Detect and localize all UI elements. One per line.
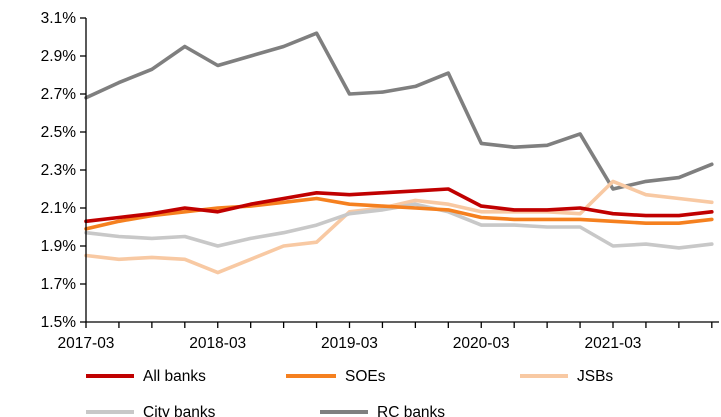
legend: All banks SOEs JSBs City banks RC banks [86,368,613,417]
legend-label: City banks [143,404,216,417]
series-line-jsbs [84,179,714,275]
y-tick-label: 1.9% [41,238,77,255]
series-line-soes [84,196,714,231]
x-tick-label: 2018-03 [189,335,246,352]
y-tick-label: 1.7% [41,276,77,293]
x-tick-label: 2020-03 [453,335,510,352]
x-tick-label: 2019-03 [321,335,378,352]
series-line-rc-banks [84,31,714,191]
legend-label: RC banks [377,404,445,417]
y-tick-label: 2.3% [41,162,77,179]
x-tick-label: 2021-03 [585,335,642,352]
legend-label: SOEs [345,368,386,385]
y-tick-label: 2.1% [41,200,77,217]
legend-label: JSBs [577,368,613,385]
x-axis: 2017-03 2018-03 2019-03 2020-03 2021-03 [58,322,713,352]
plot-area [84,31,714,275]
y-tick-label: 2.5% [41,124,77,141]
y-tick-label: 1.5% [41,314,77,331]
legend-label: All banks [143,368,206,385]
y-tick-label: 2.7% [41,86,77,103]
y-axis: 1.5% 1.7% 1.9% 2.1% 2.3% 2.5% 2.7% 2.9% 3.1% [41,10,86,331]
x-tick-label: 2017-03 [58,335,115,352]
series-line-all-banks [84,187,714,224]
y-tick-label: 2.9% [41,48,77,65]
y-tick-label: 3.1% [41,10,77,27]
